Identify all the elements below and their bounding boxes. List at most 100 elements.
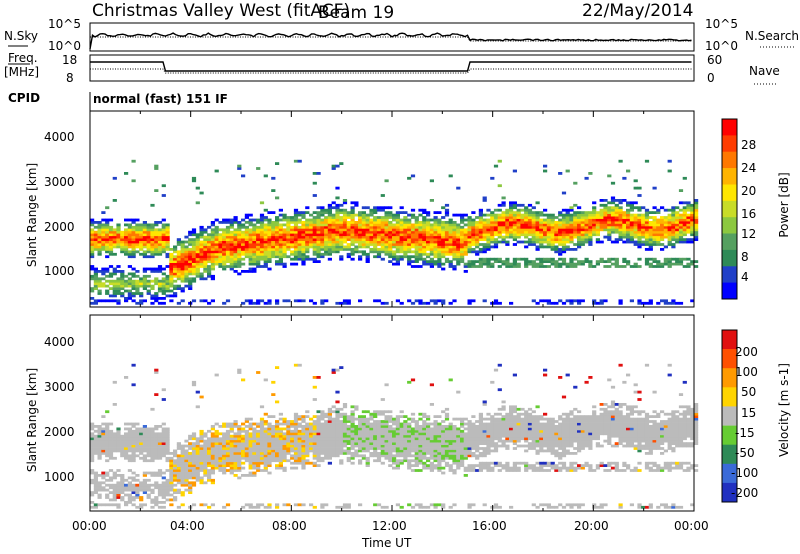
- power-cell: [603, 260, 608, 263]
- velocity-cell: [142, 432, 147, 436]
- power-cell: [543, 218, 548, 222]
- power-cell: [584, 213, 589, 217]
- velocity-cell: [218, 464, 223, 467]
- power-cell: [350, 225, 355, 229]
- power-cell: [512, 211, 517, 214]
- power-cell: [686, 223, 691, 227]
- power-cell: [324, 228, 329, 232]
- power-cell: [376, 238, 382, 241]
- power-cell: [267, 218, 272, 222]
- velocity-cell: [282, 466, 287, 470]
- power-cell: [592, 206, 597, 210]
- power-cell: [267, 260, 272, 263]
- power-cell: [452, 213, 457, 217]
- power-cell: [290, 257, 295, 261]
- velocity-cell: [290, 432, 295, 436]
- velocity-cell: [248, 434, 253, 438]
- velocity-cell: [161, 439, 166, 443]
- velocity-cell: [188, 476, 193, 480]
- power-cell: [146, 255, 151, 259]
- power-cell: [320, 213, 325, 217]
- power-cell: [229, 262, 234, 266]
- power-cell: [286, 228, 291, 232]
- power-cell: [127, 282, 132, 286]
- power-cell: [678, 233, 684, 237]
- power-cell: [433, 225, 438, 229]
- power-cell: [663, 225, 668, 229]
- velocity-cell: [380, 427, 385, 431]
- velocity-cell: [301, 459, 306, 463]
- power-cell: [392, 230, 397, 234]
- velocity-cell: [124, 452, 129, 455]
- power-cell: [656, 265, 661, 268]
- power-cell: [471, 299, 476, 303]
- power-cell: [263, 265, 268, 268]
- power-cell: [626, 240, 631, 244]
- power-cell: [671, 299, 676, 303]
- power-cell: [131, 272, 136, 276]
- velocity-cell: [267, 442, 272, 445]
- power-cell: [286, 221, 291, 224]
- velocity-cell: [241, 422, 246, 426]
- power-cell: [195, 238, 200, 241]
- velocity-cell: [237, 447, 242, 450]
- velocity-cell: [275, 456, 280, 460]
- power-cell: [290, 262, 295, 266]
- power-cell: [610, 240, 616, 244]
- velocity-cell: [146, 452, 151, 455]
- power-cell: [452, 250, 457, 254]
- velocity-cell: [358, 434, 363, 438]
- power-cell: [248, 257, 253, 261]
- power-cell: [290, 218, 295, 222]
- velocity-cell: [286, 442, 291, 445]
- power-cell: [437, 255, 442, 259]
- velocity-cell: [282, 454, 287, 458]
- power-cell: [233, 257, 238, 261]
- power-cell: [309, 233, 314, 237]
- power-cell: [505, 257, 510, 261]
- power-cell: [376, 208, 382, 212]
- power-cell: [203, 235, 208, 239]
- velocity-cell: [278, 412, 283, 416]
- velocity-cell: [229, 439, 234, 443]
- velocity-cell: [297, 429, 302, 433]
- power-cell: [433, 301, 438, 305]
- velocity-cell: [161, 434, 166, 438]
- power-cell: [486, 218, 491, 222]
- velocity-cell: [161, 493, 166, 497]
- velocity-cell: [410, 442, 416, 445]
- velocity-cell: [395, 459, 400, 463]
- power-cell: [146, 274, 151, 278]
- velocity-heatmap: [90, 363, 699, 509]
- power-cell: [127, 284, 132, 288]
- velocity-cell: [93, 425, 98, 428]
- power-cell: [293, 208, 299, 212]
- power-cell: [331, 245, 336, 249]
- power-cell: [339, 245, 344, 249]
- power-cell: [407, 240, 412, 244]
- power-cell: [626, 260, 631, 263]
- power-cell: [259, 230, 265, 234]
- power-cell: [607, 233, 612, 237]
- power-cell: [180, 257, 185, 261]
- power-cell: [124, 243, 129, 246]
- velocity-cell: [399, 410, 404, 414]
- power-cell: [626, 225, 631, 229]
- power-cell: [422, 225, 427, 229]
- power-cell: [656, 211, 661, 214]
- power-cell: [690, 216, 695, 219]
- velocity-cell: [346, 442, 351, 445]
- power-cell: [433, 235, 438, 239]
- velocity-cell: [97, 496, 102, 499]
- velocity-cell: [373, 422, 378, 426]
- power-cell: [599, 301, 604, 305]
- power-cell: [127, 297, 132, 300]
- velocity-cell: [139, 496, 144, 499]
- power-cell: [101, 233, 106, 237]
- power-cell: [380, 245, 385, 249]
- velocity-cell: [410, 417, 416, 421]
- power-cell: [108, 279, 114, 283]
- power-cell: [595, 262, 600, 266]
- power-cell: [369, 225, 374, 229]
- power-cell: [275, 299, 280, 303]
